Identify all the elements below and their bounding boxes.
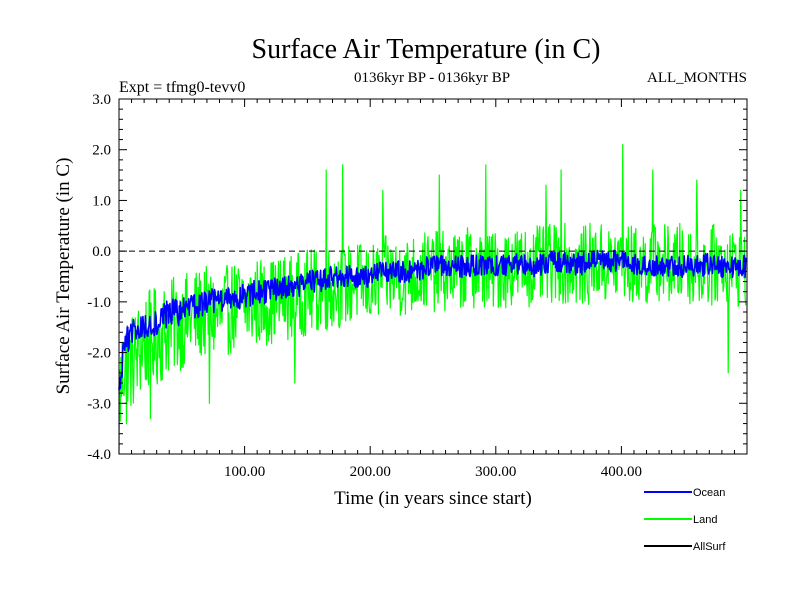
experiment-label: Expt = tfmg0-tevv0 [119,79,245,96]
x-tick-label: 100.00 [224,464,265,480]
y-tick-label: -3.0 [87,396,111,412]
y-tick-label: -4.0 [87,447,111,463]
x-tick-label: 300.00 [475,464,516,480]
legend: Ocean Land AllSurf [644,487,726,553]
y-tick-label: 0.0 [92,244,111,260]
legend-label-allsurf: AllSurf [693,541,726,553]
legend-label-ocean: Ocean [693,487,725,499]
y-axis-label: Surface Air Temperature (in C) [53,158,74,395]
y-tick-label: -1.0 [87,295,111,311]
x-axis-label: Time (in years since start) [334,488,532,509]
x-tick-label: 200.00 [350,464,391,480]
x-axis: 100.00 200.00 300.00 400.00 [131,99,735,480]
y-tick-label: 1.0 [92,193,111,209]
x-tick-label: 400.00 [601,464,642,480]
plot-frame [118,98,748,455]
months-label: ALL_MONTHS [647,70,747,86]
series-line-ocean [118,249,747,391]
y-tick-label: 2.0 [92,143,111,159]
series-line-land [118,144,747,455]
y-tick-label: 3.0 [92,92,111,108]
legend-label-land: Land [693,514,717,526]
chart-title: Surface Air Temperature (in C) [252,34,601,65]
period-label: 0136kyr BP - 0136kyr BP [354,70,510,86]
series-layer [118,144,747,455]
y-axis: -4.0 -3.0 -2.0 -1.0 0.0 1.0 2.0 3.0 [87,92,747,463]
y-tick-label: -2.0 [87,346,111,362]
